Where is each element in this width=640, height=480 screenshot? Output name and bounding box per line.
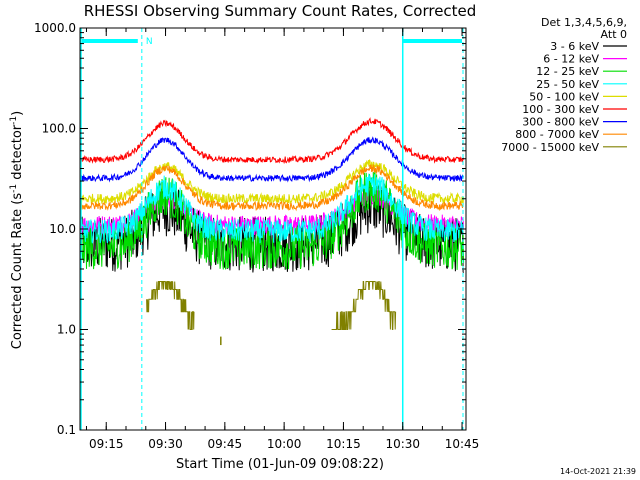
- series-line-7: [80, 136, 465, 183]
- legend-entry-5: 50 - 100 keV: [529, 90, 599, 103]
- night-marker-label: N: [146, 37, 153, 47]
- legend-entry-9: 7000 - 15000 keV: [501, 141, 599, 154]
- x-tick-label: 09:45: [208, 437, 243, 451]
- y-tick-label: 0.1: [57, 423, 76, 437]
- series-line-6: [80, 117, 465, 165]
- x-tick-label: 10:00: [267, 437, 302, 451]
- chart-title: RHESSI Observing Summary Count Rates, Co…: [84, 2, 477, 20]
- legend-header: Det 1,3,4,5,6,9,: [541, 16, 627, 29]
- series-line-5: [80, 158, 465, 205]
- legend-entry-8: 800 - 7000 keV: [515, 128, 599, 141]
- x-tick-label: 10:45: [445, 437, 480, 451]
- legend-entry-3: 12 - 25 keV: [536, 65, 599, 78]
- y-axis-label-mid: detector: [10, 124, 25, 184]
- y-tick-label: 10.0: [49, 222, 76, 236]
- x-tick-label: 10:15: [326, 437, 361, 451]
- y-axis-label: Corrected Count Rate (s-1 detector-1): [9, 111, 25, 349]
- legend-entry-2: 6 - 12 keV: [543, 53, 599, 66]
- legend-entry-6: 100 - 300 keV: [522, 103, 599, 116]
- series-line-9-segment-1: [146, 281, 195, 330]
- axes: 1000.0 100.0 10.0 1.0 0.1 09:15 09:30 09:45 10:0…: [34, 21, 479, 451]
- legend-entry-7: 300 - 800 keV: [522, 116, 599, 129]
- legend-header: Att 0: [601, 28, 627, 41]
- x-axis-label: Start Time (01-Jun-09 09:08:22): [176, 457, 384, 472]
- x-tick-label: 09:15: [89, 437, 124, 451]
- y-tick-label: 100.0: [42, 122, 76, 136]
- legend-entry-4: 25 - 50 keV: [536, 78, 599, 91]
- y-axis-label-end: ): [10, 111, 25, 116]
- timestamp-label: 14-Oct-2021 21:39: [560, 467, 636, 476]
- series-line-9-segment-2: [331, 281, 397, 330]
- y-tick-label: 1000.0: [34, 21, 76, 35]
- x-tick-label: 10:30: [385, 437, 420, 451]
- y-tick-label: 1.0: [57, 323, 76, 337]
- series-line-4: [80, 173, 465, 244]
- series-line-8: [80, 163, 464, 212]
- y-axis-label-main: Corrected Count Rate (s: [10, 193, 25, 350]
- y-axis-label-sup2: -1: [9, 116, 19, 125]
- y-axis-label-sup1: -1: [9, 184, 19, 193]
- legend-entry-1: 3 - 6 keV: [550, 40, 599, 53]
- x-tick-label: 09:30: [148, 437, 183, 451]
- plot-area: N: [80, 28, 465, 430]
